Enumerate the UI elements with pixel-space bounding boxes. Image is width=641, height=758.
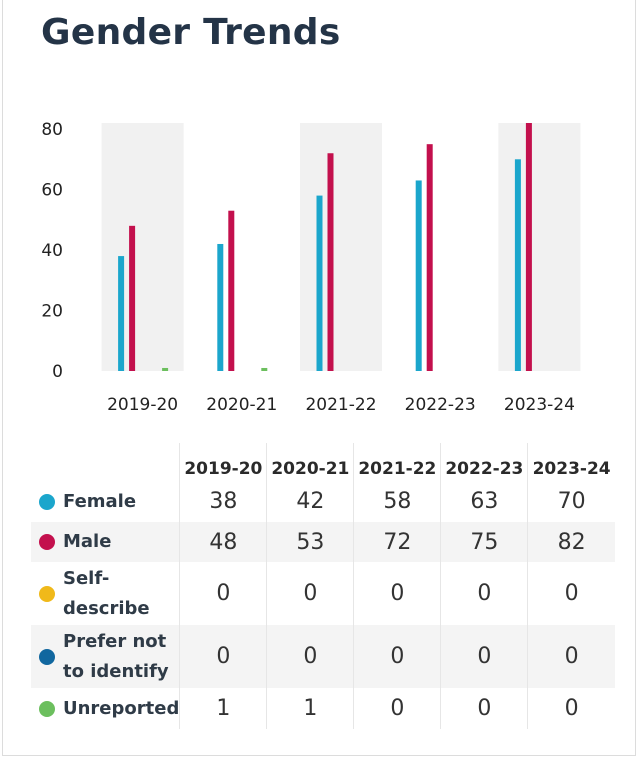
bar-male-2023-24 [525, 123, 532, 371]
table-cell: 72 [353, 522, 441, 562]
row-label-prefer-not-line1: Prefer not [63, 630, 167, 652]
table-cell: 0 [353, 688, 441, 729]
header-blank [31, 443, 180, 481]
x-tick-label: 2019-20 [107, 395, 178, 415]
table-cell: 0 [440, 688, 528, 729]
col-header-2019-20: 2019-20 [179, 443, 267, 481]
table-cell: 1 [179, 688, 267, 729]
page-title: Gender Trends [41, 12, 341, 53]
bar-female-2023-24 [514, 159, 521, 371]
col-header-2020-21: 2020-21 [266, 443, 354, 481]
table-cell: 58 [353, 481, 441, 522]
y-tick-label: 0 [52, 362, 63, 382]
table-cell: 0 [440, 625, 528, 688]
x-tick-label: 2020-21 [206, 395, 277, 415]
female-legend-dot [39, 493, 55, 510]
col-header-2021-22: 2021-22 [353, 443, 441, 481]
x-tick-label: 2022-23 [405, 395, 476, 415]
col-header-2023-24: 2023-24 [527, 443, 615, 481]
table-cell: 82 [527, 522, 615, 562]
y-tick-label: 20 [41, 302, 63, 322]
row-label-unreported: Unreported [63, 697, 180, 719]
bar-unreported-2019-20 [162, 367, 169, 371]
table-row-male: Male 48 53 72 75 82 [31, 522, 615, 562]
bar-male-2019-20 [129, 225, 136, 371]
row-label-female: Female [63, 490, 137, 512]
col-header-2022-23: 2022-23 [440, 443, 528, 481]
bar-female-2022-23 [415, 180, 422, 371]
table-cell: 0 [353, 562, 441, 625]
table-row-prefer-not-to-identify: Prefer not to identify 0 0 0 0 0 [31, 625, 615, 688]
table-cell: 0 [440, 562, 528, 625]
male-legend-dot [39, 534, 55, 550]
bar-unreported-2020-21 [261, 367, 268, 371]
table-cell: 0 [353, 625, 441, 688]
unreported-legend-dot [39, 700, 55, 717]
x-tick-label: 2023-24 [504, 395, 575, 415]
table-cell: 0 [179, 562, 267, 625]
table-cell: 75 [440, 522, 528, 562]
x-tick-label: 2021-22 [305, 395, 376, 415]
table-row-unreported: Unreported 1 1 0 0 0 [31, 688, 615, 729]
table-cell: 0 [527, 562, 615, 625]
bar-female-2020-21 [217, 243, 224, 371]
bar-male-2020-21 [228, 210, 235, 371]
table-cell: 38 [179, 481, 267, 522]
table-cell: 63 [440, 481, 528, 522]
table-cell: 53 [266, 522, 354, 562]
bar-female-2021-22 [316, 195, 323, 371]
self-describe-legend-dot [39, 585, 55, 602]
row-label-male: Male [63, 531, 112, 552]
table-row-self-describe: Self-describe 0 0 0 0 0 [31, 562, 615, 625]
table-cell: 70 [527, 481, 615, 522]
bar-female-2019-20 [118, 256, 125, 371]
row-label-prefer-not-line2: to identify [63, 660, 169, 682]
row-label-self-describe-line1: Self- [63, 567, 110, 589]
table-cell: 0 [266, 562, 354, 625]
data-table: 2019-20 2020-21 2021-22 2022-23 2023-24 … [31, 443, 615, 729]
y-tick-label: 60 [41, 181, 63, 201]
table-cell: 0 [527, 625, 615, 688]
table-cell: 0 [527, 688, 615, 729]
table-cell: 0 [266, 625, 354, 688]
table-cell: 1 [266, 688, 354, 729]
table-cell: 0 [179, 625, 267, 688]
bar-male-2022-23 [426, 144, 433, 371]
gender-trends-chart: 0 20 40 60 80 2019-20 2020-21 2021-22 2022-23 202… [41, 120, 581, 415]
category-band-2021-22 [300, 123, 382, 371]
prefer-not-legend-dot [39, 648, 55, 665]
category-band-2023-24 [498, 123, 581, 371]
table-cell: 42 [266, 481, 354, 522]
category-band-2019-20 [101, 123, 184, 371]
row-label-self-describe-line2: describe [63, 597, 150, 619]
y-tick-label: 40 [41, 241, 63, 261]
y-tick-label: 80 [41, 120, 63, 140]
bar-male-2021-22 [327, 153, 334, 371]
table-row-female: Female 38 42 58 63 70 [31, 481, 615, 522]
table-cell: 48 [179, 522, 267, 562]
